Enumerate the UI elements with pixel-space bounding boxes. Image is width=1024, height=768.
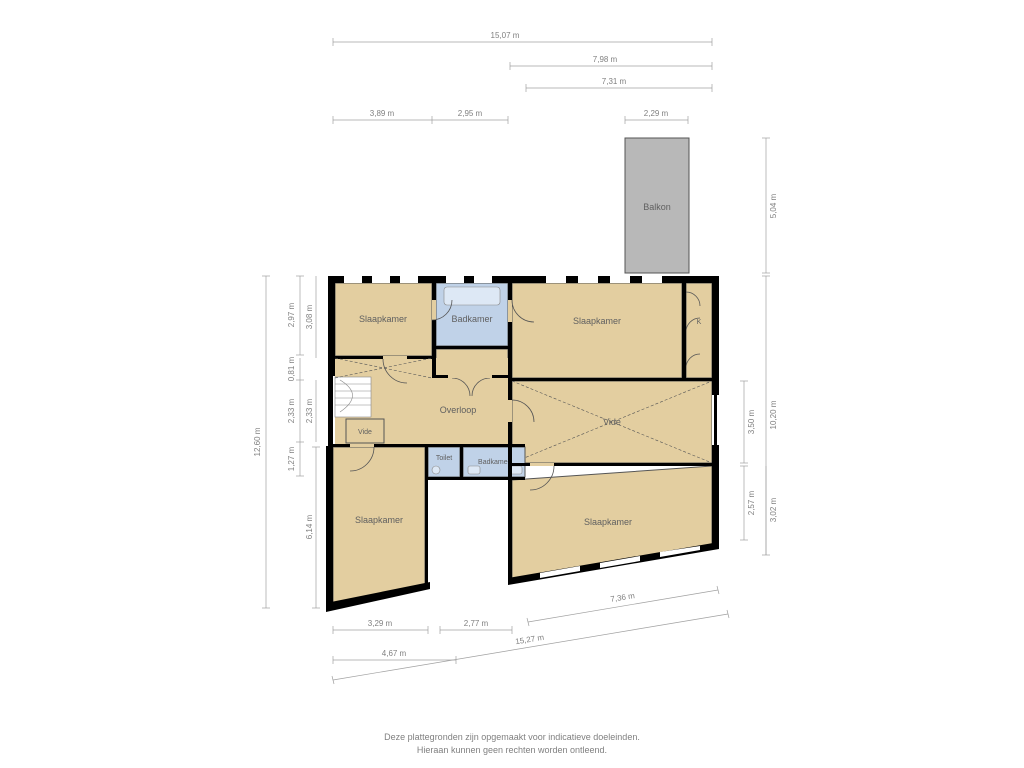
svg-text:3,50 m: 3,50 m bbox=[747, 409, 756, 434]
label-toilet: Toilet bbox=[436, 455, 452, 462]
svg-text:5,04 m: 5,04 m bbox=[769, 193, 778, 218]
dim-left-c2: 2,33 m bbox=[305, 380, 316, 442]
dim-top4b: 2,95 m bbox=[432, 109, 508, 124]
dim-left-e: 6,14 m bbox=[305, 447, 320, 608]
rooms-group: Balkon Slaapkamer Badkamer Slaapkamer K … bbox=[333, 138, 712, 608]
dim-left-d: 1,27 m bbox=[287, 442, 304, 476]
dim-right-bot2: 3,02 m bbox=[766, 466, 778, 555]
svg-text:0,81 m: 0,81 m bbox=[287, 356, 296, 381]
dim-right-bot1: 2,57 m bbox=[740, 466, 756, 540]
dim-left-b: 0,81 m bbox=[287, 356, 304, 381]
svg-text:2,77 m: 2,77 m bbox=[464, 619, 489, 628]
dim-top4a: 3,89 m bbox=[333, 109, 432, 124]
dim-left-c: 2,33 m bbox=[287, 380, 304, 442]
svg-text:2,33 m: 2,33 m bbox=[305, 398, 314, 423]
room-kast bbox=[686, 283, 712, 378]
opening-bottom bbox=[428, 480, 508, 590]
dim-top1: 15,07 m bbox=[333, 31, 712, 46]
svg-text:7,31 m: 7,31 m bbox=[602, 77, 627, 86]
svg-text:2,33 m: 2,33 m bbox=[287, 398, 296, 423]
svg-text:6,14 m: 6,14 m bbox=[305, 514, 314, 539]
dim-bot-d: 4,67 m bbox=[333, 649, 456, 664]
label-slaap-tl: Slaapkamer bbox=[359, 314, 407, 324]
svg-text:3,89 m: 3,89 m bbox=[370, 109, 395, 118]
fixture-sink-1 bbox=[468, 466, 480, 474]
svg-text:7,98 m: 7,98 m bbox=[593, 55, 618, 64]
dim-top3: 7,31 m bbox=[526, 77, 712, 92]
label-balkon: Balkon bbox=[643, 202, 671, 212]
room-slaap-bl bbox=[333, 447, 425, 608]
svg-text:15,27 m: 15,27 m bbox=[515, 633, 545, 646]
svg-text:10,20 m: 10,20 m bbox=[769, 400, 778, 429]
svg-text:1,27 m: 1,27 m bbox=[287, 446, 296, 471]
svg-text:15,07 m: 15,07 m bbox=[491, 31, 520, 40]
label-bad-top: Badkamer bbox=[451, 314, 492, 324]
dim-top4c: 2,29 m bbox=[625, 109, 688, 124]
dim-left-full: 12,60 m bbox=[253, 276, 270, 608]
label-kast: K bbox=[697, 319, 702, 326]
stairs bbox=[335, 377, 371, 417]
dim-right-balkon: 5,04 m bbox=[762, 138, 778, 273]
label-slaap-br: Slaapkamer bbox=[584, 517, 632, 527]
dim-left-a: 2,97 m bbox=[287, 276, 304, 355]
svg-text:2,97 m: 2,97 m bbox=[287, 302, 296, 327]
dim-bot-a: 3,29 m bbox=[333, 619, 428, 634]
dim-right-mid: 3,50 m bbox=[740, 381, 756, 463]
svg-text:2,57 m: 2,57 m bbox=[747, 490, 756, 515]
label-vide-l: Vide bbox=[358, 429, 372, 436]
floorplan-canvas: Balkon Slaapkamer Badkamer Slaapkamer K … bbox=[0, 0, 1024, 768]
dim-top2: 7,98 m bbox=[510, 55, 712, 70]
footer-line1: Deze plattegronden zijn opgemaakt voor i… bbox=[384, 732, 640, 742]
fixture-bathtub bbox=[444, 287, 500, 305]
room-slaap-tr bbox=[512, 283, 682, 378]
label-slaap-tr: Slaapkamer bbox=[573, 316, 621, 326]
dim-bot-b: 2,77 m bbox=[440, 619, 512, 634]
svg-text:12,60 m: 12,60 m bbox=[253, 427, 262, 456]
svg-text:4,67 m: 4,67 m bbox=[382, 649, 407, 658]
svg-text:3,08 m: 3,08 m bbox=[305, 304, 314, 329]
label-overloop: Overloop bbox=[440, 405, 477, 415]
svg-text:3,02 m: 3,02 m bbox=[769, 497, 778, 522]
svg-text:3,29 m: 3,29 m bbox=[368, 619, 393, 628]
svg-text:2,95 m: 2,95 m bbox=[458, 109, 483, 118]
dim-left-a2: 3,08 m bbox=[305, 276, 316, 358]
label-vide-r: Vide bbox=[603, 417, 621, 427]
svg-text:2,29 m: 2,29 m bbox=[644, 109, 669, 118]
fixture-toilet bbox=[432, 466, 440, 474]
label-slaap-bl: Slaapkamer bbox=[355, 515, 403, 525]
svg-text:7,36 m: 7,36 m bbox=[610, 591, 636, 604]
footer-line2: Hieraan kunnen geen rechten worden ontle… bbox=[417, 745, 607, 755]
label-bad-mid: Badkamer bbox=[478, 459, 511, 466]
